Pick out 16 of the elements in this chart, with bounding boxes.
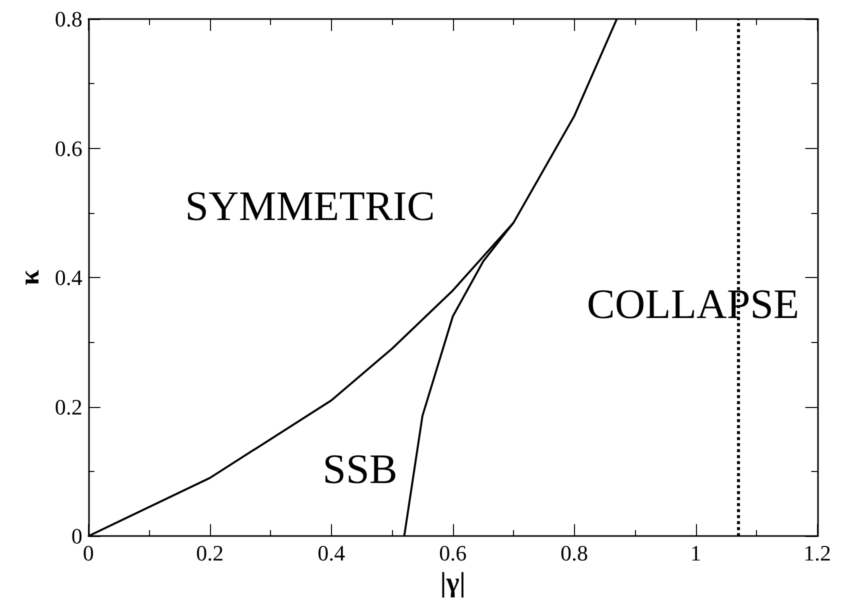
y-tick-label: 0 <box>71 524 82 549</box>
x-tick-label: 0.4 <box>318 540 346 566</box>
x-axis-title: |γ| <box>440 568 466 598</box>
x-tick-label: 1 <box>690 540 702 566</box>
x-tick-label: 0.6 <box>439 540 467 566</box>
annotation: SSB <box>322 447 398 493</box>
x-tick-label: 0.2 <box>196 540 224 566</box>
x-tick-label: 0.8 <box>560 540 588 566</box>
y-tick-label: 0.8 <box>54 6 82 32</box>
annotation: COLLAPSE <box>586 282 800 328</box>
annotation: SYMMETRIC <box>185 184 435 230</box>
x-tick-label: 1.2 <box>804 540 831 566</box>
y-axis-title: κ <box>14 269 46 286</box>
y-tick-label: 0.2 <box>54 394 82 420</box>
y-tick-label: 0.6 <box>54 136 82 161</box>
y-tick-label: 0.4 <box>54 265 82 290</box>
